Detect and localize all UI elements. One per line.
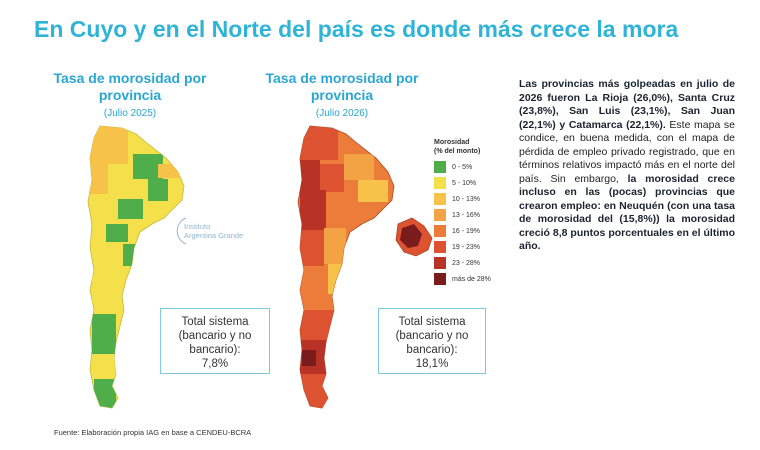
right-total-line2: (bancario y no [395,330,469,342]
right-total-line1: Total sistema [398,316,466,328]
source-footnote: Fuente: Elaboración propia IAG en base a… [54,428,252,437]
right-map-heading: Tasa de morosidad por provincia [262,70,422,104]
left-map-heading-line2: provincia [98,87,162,103]
legend-label: 13 - 16% [452,211,481,219]
left-map-heading-line1: Tasa de morosidad por [53,70,207,86]
right-total-box: Total sistema (bancario y no bancario): … [378,308,486,374]
right-total-line3: bancario): [406,344,458,356]
legend-label: 0 - 5% [452,163,473,171]
left-total-value: 7,8% [201,358,229,370]
watermark: Instituto Argentina Grande [184,222,254,240]
watermark-logo-icon [176,217,187,245]
legend-title-line1: Morosidad [434,139,470,146]
left-total-line2: (bancario y no [178,330,252,342]
left-map-heading: Tasa de morosidad por provincia [50,70,210,104]
watermark-line2: Argentina Grande [184,231,244,240]
right-total-value: 18,1% [415,358,449,370]
right-map-heading-line2: provincia [310,87,374,103]
right-map-date: (Julio 2026) [315,108,369,119]
left-total-line1: Total sistema [181,316,249,328]
legend-label: 10 - 13% [452,195,481,203]
legend-label: 16 - 19% [452,227,481,235]
left-map-date: (Julio 2025) [103,108,157,119]
legend-item: 0 - 5% [434,160,514,174]
left-argentina-map [87,125,185,409]
legend-item: 19 - 23% [434,240,514,254]
legend-item: 16 - 19% [434,224,514,238]
legend-item: 10 - 13% [434,192,514,206]
right-map-heading-line1: Tasa de morosidad por [265,70,419,86]
body-text-regular: Este mapa se condice, en buena medida, c… [519,118,735,185]
legend-swatch [434,225,446,237]
amba-inset-core [400,224,422,248]
watermark-line1: Instituto [184,222,211,231]
left-map-regions [88,126,180,408]
page-title: En Cuyo y en el Norte del país es donde … [34,16,679,42]
legend-item: 23 - 28% [434,256,514,270]
legend-rows: 0 - 5% 5 - 10% 10 - 13% 13 - 16% 16 - 19% 19 … [434,160,514,286]
legend-label: 23 - 28% [452,259,481,267]
map-legend: Morosidad (% del monto) 0 - 5% 5 - 10% 10 … [434,138,514,288]
right-argentina-map [297,125,433,409]
legend-label: 19 - 23% [452,243,481,251]
legend-swatch [434,177,446,189]
legend-swatch [434,273,446,285]
legend-swatch [434,257,446,269]
left-total-box: Total sistema (bancario y no bancario): … [160,308,270,374]
legend-label: 5 - 10% [452,179,477,187]
legend-swatch [434,193,446,205]
legend-swatch [434,209,446,221]
legend-swatch [434,241,446,253]
left-total-line3: bancario): [189,344,241,356]
legend-item: 13 - 16% [434,208,514,222]
body-text: Las provincias más golpeadas en julio de… [519,78,735,254]
legend-label: más de 28% [452,275,491,283]
legend-item: más de 28% [434,272,514,286]
legend-item: 5 - 10% [434,176,514,190]
legend-swatch [434,161,446,173]
legend-title: Morosidad (% del monto) [434,138,514,156]
body-text-bold-conclusion: la morosidad crece incluso en las (pocas… [519,172,735,253]
body-text-bold-intro: Las provincias más golpeadas en julio de… [519,78,735,131]
legend-title-line2: (% del monto) [434,148,481,155]
